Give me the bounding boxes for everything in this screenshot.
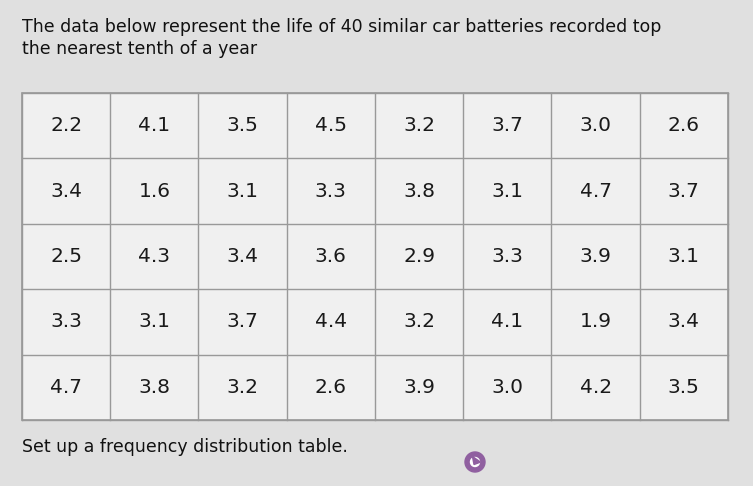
Text: 3.4: 3.4 xyxy=(50,182,82,201)
Text: 3.5: 3.5 xyxy=(668,378,700,397)
Text: 3.7: 3.7 xyxy=(492,116,523,135)
Polygon shape xyxy=(472,456,480,465)
Text: the nearest tenth of a year: the nearest tenth of a year xyxy=(22,40,257,58)
Text: 3.2: 3.2 xyxy=(227,378,258,397)
Text: 3.4: 3.4 xyxy=(227,247,258,266)
Text: 3.1: 3.1 xyxy=(139,312,170,331)
Text: 3.1: 3.1 xyxy=(668,247,700,266)
Text: 2.6: 2.6 xyxy=(668,116,700,135)
Text: 3.9: 3.9 xyxy=(580,247,611,266)
Text: 3.8: 3.8 xyxy=(139,378,170,397)
Text: The data below represent the life of 40 similar car batteries recorded top: The data below represent the life of 40 … xyxy=(22,18,661,36)
Text: 4.7: 4.7 xyxy=(50,378,82,397)
Text: 3.6: 3.6 xyxy=(315,247,347,266)
Text: 4.7: 4.7 xyxy=(580,182,611,201)
Text: 3.8: 3.8 xyxy=(403,182,435,201)
Text: 3.5: 3.5 xyxy=(227,116,258,135)
Text: 3.1: 3.1 xyxy=(227,182,258,201)
Text: 1.6: 1.6 xyxy=(139,182,170,201)
Text: 3.7: 3.7 xyxy=(227,312,258,331)
Text: 3.2: 3.2 xyxy=(403,116,435,135)
Text: 3.2: 3.2 xyxy=(403,312,435,331)
Text: 1.9: 1.9 xyxy=(580,312,611,331)
Text: 3.3: 3.3 xyxy=(315,182,347,201)
Text: 3.3: 3.3 xyxy=(492,247,523,266)
Text: 3.3: 3.3 xyxy=(50,312,82,331)
Text: 4.5: 4.5 xyxy=(315,116,347,135)
Text: 3.0: 3.0 xyxy=(580,116,611,135)
Text: 2.6: 2.6 xyxy=(315,378,347,397)
Bar xyxy=(22,93,728,420)
Text: 3.7: 3.7 xyxy=(668,182,700,201)
Text: 3.4: 3.4 xyxy=(668,312,700,331)
Text: 3.9: 3.9 xyxy=(403,378,435,397)
Text: 2.2: 2.2 xyxy=(50,116,82,135)
Text: 4.4: 4.4 xyxy=(315,312,347,331)
Circle shape xyxy=(465,452,485,472)
Text: 3.1: 3.1 xyxy=(492,182,523,201)
Text: 4.2: 4.2 xyxy=(580,378,611,397)
Text: 3.0: 3.0 xyxy=(492,378,523,397)
Text: 4.1: 4.1 xyxy=(491,312,523,331)
Text: 2.5: 2.5 xyxy=(50,247,82,266)
Text: Set up a frequency distribution table.: Set up a frequency distribution table. xyxy=(22,438,348,456)
Text: 2.9: 2.9 xyxy=(403,247,435,266)
Text: 4.3: 4.3 xyxy=(139,247,170,266)
Circle shape xyxy=(471,457,480,467)
Text: 4.1: 4.1 xyxy=(139,116,170,135)
